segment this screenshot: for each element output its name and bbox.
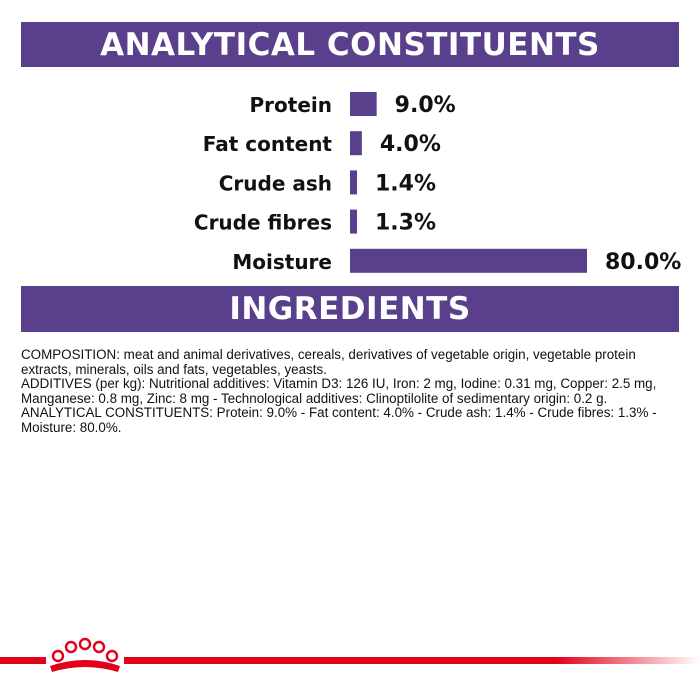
value-label: 1.4% — [375, 171, 436, 196]
footer-left-stripe — [0, 657, 46, 664]
category-label: Moisture — [232, 250, 332, 274]
bar — [350, 92, 377, 116]
bar — [350, 131, 362, 156]
ingredients-text: COMPOSITION: meat and animal derivatives… — [21, 347, 681, 436]
royal-canin-crown-icon — [50, 637, 120, 672]
composition-text: COMPOSITION: meat and animal derivatives… — [21, 347, 636, 377]
value-label: 9.0% — [395, 93, 456, 118]
bar — [350, 209, 357, 234]
footer-right-stripe — [124, 657, 700, 664]
analytical-constituents-title: ANALYTICAL CONSTITUENTS — [100, 26, 600, 63]
value-label: 1.3% — [375, 211, 436, 236]
analytical-bar-chart: Protein 9.0% Fat content 4.0% Crude ash 1.4% C… — [194, 92, 681, 275]
additives-text: ADDITIVES (per kg): Nutritional additive… — [21, 376, 657, 406]
value-label: 4.0% — [380, 132, 441, 157]
brand-footer — [0, 637, 700, 672]
bar — [350, 248, 587, 273]
category-label: Fat content — [203, 132, 333, 156]
category-label: Crude fibres — [194, 211, 332, 235]
ingredients-title: INGREDIENTS — [229, 291, 471, 327]
ingredients-banner: INGREDIENTS — [21, 286, 679, 332]
value-label: 80.0% — [605, 250, 681, 275]
category-label: Crude ash — [219, 171, 332, 195]
category-label: Protein — [250, 93, 332, 117]
analytical-constituents-banner: ANALYTICAL CONSTITUENTS — [21, 22, 679, 67]
bar — [350, 170, 357, 195]
analytical-constituents-text: ANALYTICAL CONSTITUENTS: Protein: 9.0% -… — [21, 405, 657, 435]
